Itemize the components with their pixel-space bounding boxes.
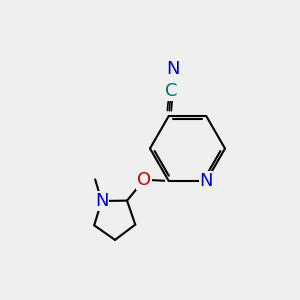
Text: N: N (167, 60, 180, 78)
Text: C: C (165, 82, 178, 100)
Text: N: N (95, 192, 108, 210)
Text: N: N (200, 172, 213, 190)
Text: O: O (137, 171, 151, 189)
